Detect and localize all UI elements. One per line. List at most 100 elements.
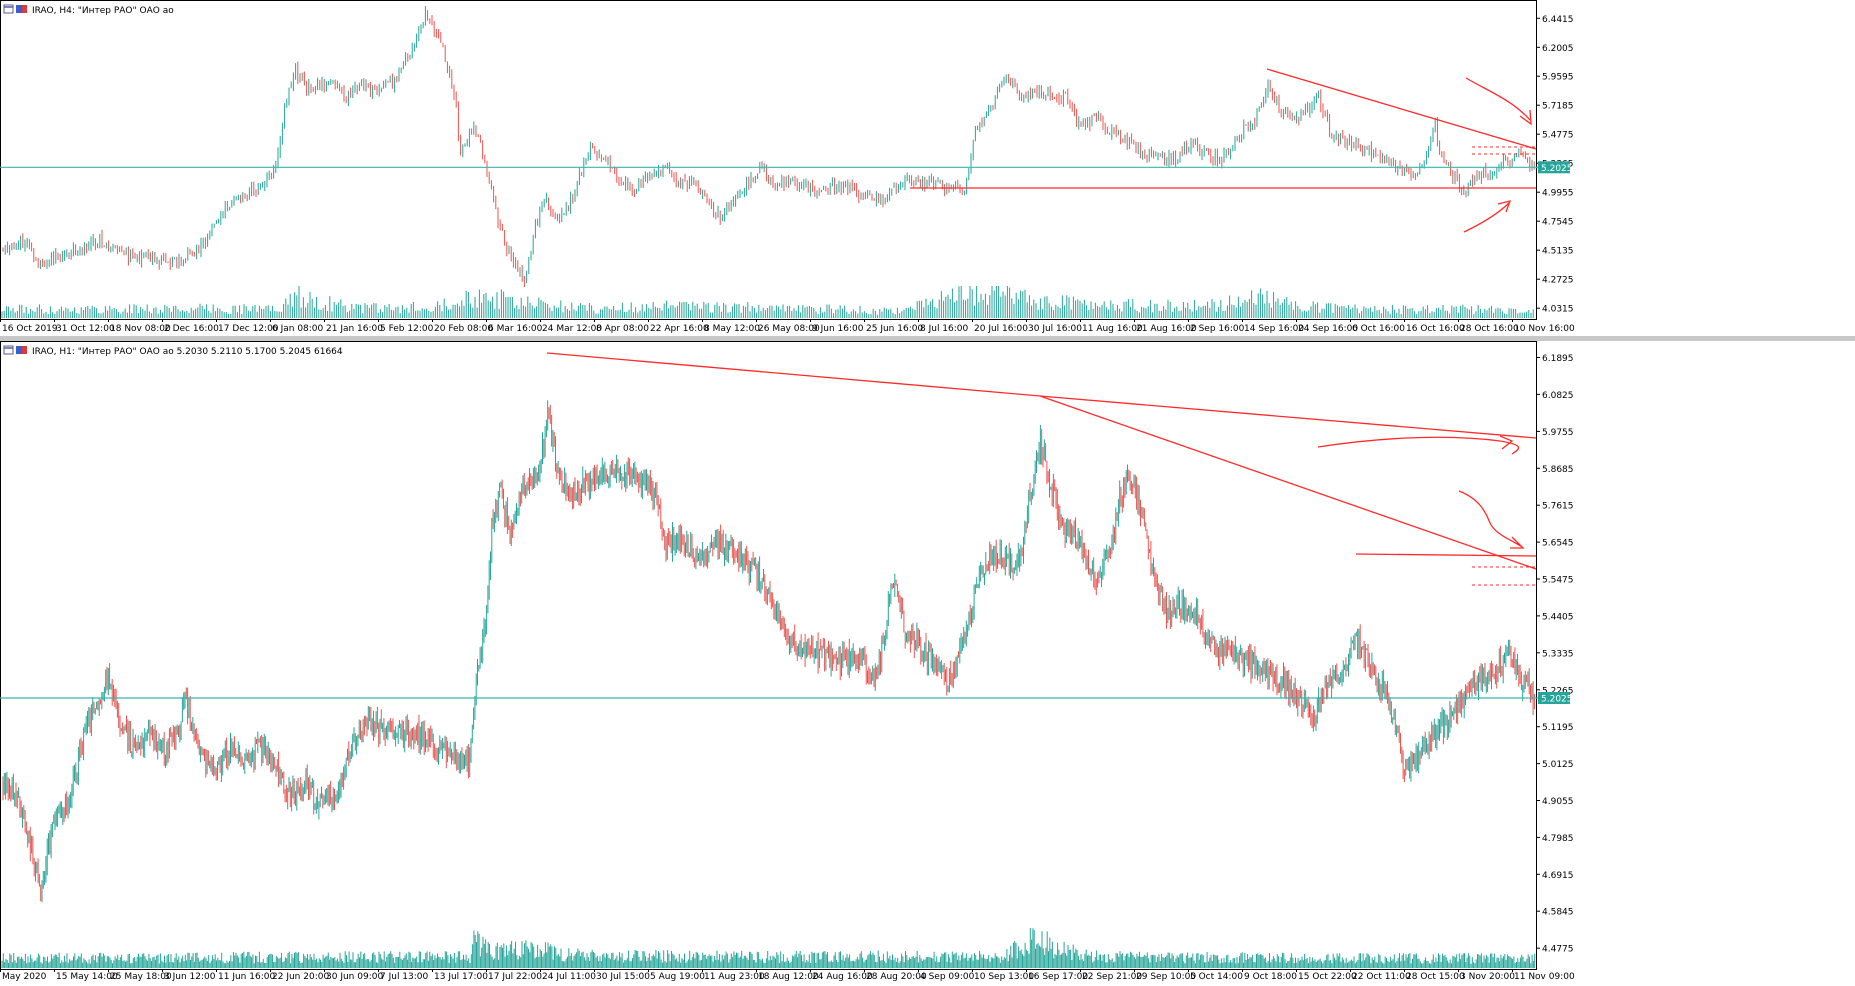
price-tick-label: 6.4415 (1542, 15, 1574, 25)
steep-resistance-trendline[interactable] (1039, 395, 1537, 570)
time-tick-label: 22 Oct 11:00 (1352, 972, 1411, 982)
chart-header: IRAO, H1: "Интер РАО" ОАО ао 5.2030 5.21… (3, 345, 343, 357)
time-tick-label: 10 Nov 16:00 (1514, 324, 1575, 334)
time-tick-label: 24 Jul 11:00 (542, 972, 596, 982)
price-tick-label: 5.7615 (1542, 502, 1574, 512)
chart-h1-panel[interactable]: 6.1895 6.0825 5.9755 5.8685 5.7615 5.6545 5.54… (0, 341, 1855, 982)
time-tick-label: 22 Apr 16:00 (650, 324, 709, 334)
price-tick-label: 6.0825 (1542, 391, 1574, 401)
price-tick-label: 4.5845 (1542, 908, 1574, 918)
time-tick-label: 26 May 08:00 (758, 324, 820, 334)
chart-window-icon[interactable] (3, 345, 14, 355)
price-tick-label: 4.4775 (1542, 945, 1574, 955)
time-tick-label: 3 Jun 12:00 (164, 972, 216, 982)
multi-chart-icon-blue (16, 5, 22, 13)
long-resistance-trendline[interactable] (546, 352, 1537, 439)
price-tick-label: 5.2265 (1542, 686, 1574, 696)
price-tick-label: 5.4405 (1542, 612, 1574, 622)
chart-title: IRAO, H4: "Интер РАО" ОАО ао (32, 6, 174, 16)
chart-header: IRAO, H4: "Интер РАО" ОАО ао (3, 4, 174, 16)
time-tick-label: 10 Sep 13:00 (974, 972, 1034, 982)
arrow-up-stroke[interactable] (1463, 200, 1512, 233)
time-tick-label: 20 Feb 08:00 (434, 324, 493, 334)
time-tick-label: 8 Jul 16:00 (920, 324, 969, 334)
time-tick-label: 11 Jun 16:00 (218, 972, 275, 982)
time-tick-label: 5 Aug 19:00 (650, 972, 705, 982)
price-scale: 6.44156.20055.95955.71855.47755.23654.99… (1536, 15, 1574, 315)
price-tick-label: 5.1195 (1542, 723, 1574, 733)
price-tick-label: 5.9595 (1542, 73, 1574, 83)
time-tick-label: 16 Oct 2019 (2, 324, 58, 334)
chart-window-icon[interactable] (3, 4, 14, 14)
price-tick-label: 5.4775 (1542, 131, 1574, 141)
time-tick-label: 30 Jun 09:00 (326, 972, 383, 982)
time-tick-label: 30 Jul 15:00 (596, 972, 650, 982)
arrow-down-stroke[interactable] (1465, 77, 1532, 126)
resistance-trendline[interactable] (1266, 68, 1537, 150)
time-tick-label: 17 Jul 22:00 (488, 972, 542, 982)
chart-h4-svg[interactable]: 6.44156.20055.95955.71855.47755.23654.99… (0, 0, 1855, 336)
price-tick-label: 4.9955 (1542, 189, 1574, 199)
time-tick-label: 28 Aug 20:00 (866, 972, 927, 982)
chart-h4-panel[interactable]: 6.44156.20055.95955.71855.47755.23654.99… (0, 0, 1855, 336)
chart-h1-svg[interactable]: 6.1895 6.0825 5.9755 5.8685 5.7615 5.6545 5.54… (0, 341, 1855, 982)
time-tick-label: 25 Jun 16:00 (866, 324, 923, 334)
time-tick-label: 24 Aug 16:00 (812, 972, 873, 982)
time-tick-label: 7 Jul 13:00 (380, 972, 429, 982)
price-tick-label: 5.6545 (1542, 539, 1574, 549)
multi-chart-icon[interactable] (16, 346, 27, 354)
current-price-tag[interactable]: 5.2025 (1538, 692, 1573, 705)
time-tick-label: 25 May 18:00 (110, 972, 172, 982)
multi-chart-icon-red (22, 5, 27, 13)
time-tick-label: 9 Jun 16:00 (812, 324, 864, 334)
price-tick-label: 4.2725 (1542, 276, 1574, 286)
time-tick-label: 5 Oct 14:00 (1190, 972, 1243, 982)
price-tick-label: 6.1895 (1542, 354, 1574, 364)
time-tick-label: 15 Oct 22:00 (1298, 972, 1357, 982)
current-price-tag-bg (1538, 692, 1570, 704)
time-tick-label: 6 Mar 16:00 (488, 324, 543, 334)
price-tick-label: 4.7545 (1542, 218, 1574, 228)
time-tick-label: 28 Oct 15:00 (1406, 972, 1465, 982)
price-tick-label: 4.7985 (1542, 834, 1574, 844)
arrow-right-stroke[interactable] (1317, 435, 1520, 455)
current-price-tag[interactable]: 5.2025 (1538, 161, 1573, 174)
time-tick-label: 5 Feb 12:00 (380, 324, 434, 334)
time-tick-label: 20 Jul 16:00 (974, 324, 1028, 334)
time-tick-label: 2 Dec 16:00 (164, 324, 219, 334)
time-tick-label: May 2020 (2, 972, 47, 982)
time-tick-label: 4 Sep 09:00 (920, 972, 975, 982)
price-tick-label: 5.7185 (1542, 102, 1574, 112)
time-tick-label: 15 May 14:00 (56, 972, 118, 982)
time-tick-label: 8 Apr 08:00 (596, 324, 649, 334)
plot-border (0, 341, 1537, 970)
multi-chart-icon-red (22, 346, 27, 354)
price-tick-label: 5.9755 (1542, 428, 1574, 438)
volume-bars (1, 286, 1534, 318)
current-price-label: 5.2025 (1541, 695, 1573, 705)
price-tick-label: 4.6915 (1542, 871, 1574, 881)
time-tick-label: 18 Aug 12:00 (758, 972, 819, 982)
volume-bars (1, 928, 1536, 968)
time-tick-label: 24 Mar 12:00 (542, 324, 602, 334)
time-tick-label: 6 Jan 08:00 (272, 324, 324, 334)
time-tick-label: 11 Nov 09:00 (1514, 972, 1575, 982)
arrow-down-right-stroke[interactable] (1458, 490, 1525, 549)
time-tick-label: 31 Oct 12:00 (56, 324, 115, 334)
time-tick-label: 9 Oct 18:00 (1244, 972, 1297, 982)
chart-title: IRAO, H1: "Интер РАО" ОАО ао 5.2030 5.21… (32, 347, 343, 357)
chart-window-icon-frame (3, 4, 14, 14)
resistance-level-line[interactable] (1355, 553, 1537, 557)
time-tick-label: 16 Oct 16:00 (1406, 324, 1465, 334)
price-tick-label: 4.9055 (1542, 797, 1574, 807)
candles (2, 6, 1535, 288)
price-tick-label: 5.8685 (1542, 465, 1574, 475)
time-tick-label: 22 Sep 21:00 (1082, 972, 1142, 982)
time-tick-label: 11 Aug 23:00 (704, 972, 765, 982)
price-tick-label: 5.3335 (1542, 649, 1574, 659)
multi-chart-icon[interactable] (16, 5, 27, 13)
panel-separator[interactable] (0, 336, 1855, 341)
time-tick-label: 30 Jul 16:00 (1028, 324, 1082, 334)
multi-chart-icon-blue (16, 346, 22, 354)
